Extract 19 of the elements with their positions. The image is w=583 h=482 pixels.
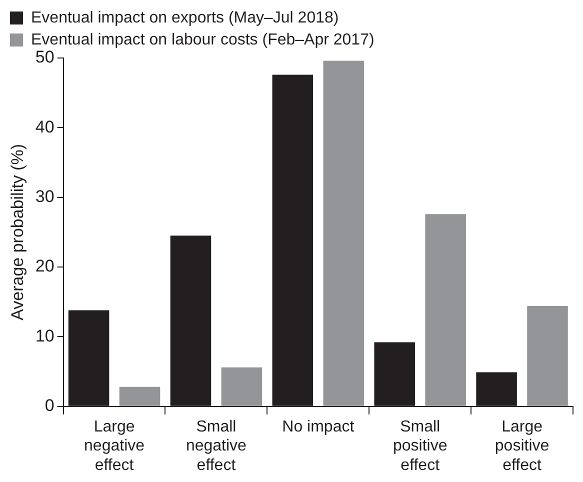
x-tick-label: Small negative effect (186, 418, 247, 474)
y-tick-label: 20 (35, 256, 54, 276)
bar (119, 386, 160, 406)
bar (425, 214, 466, 406)
x-tick-label: Large positive effect (494, 418, 550, 474)
x-tick-label: Large negative effect (84, 418, 145, 474)
y-tick-label: 0 (44, 396, 54, 416)
y-tick-label: 30 (35, 187, 54, 206)
bar (323, 60, 364, 406)
legend-label: Eventual impact on labour costs (Feb–Apr 2017) (31, 31, 374, 48)
bar (221, 367, 262, 406)
x-tick-label: Small positive effect (392, 418, 448, 474)
y-tick-label: 40 (35, 117, 54, 136)
legend-label: Eventual impact on exports (May–Jul 2018) (31, 9, 339, 26)
y-tick-label: 10 (35, 326, 54, 346)
y-tick-label: 50 (35, 48, 54, 67)
y-axis-title: Average probability (%) (8, 144, 27, 320)
x-tick-label: No impact (282, 418, 355, 436)
bar (527, 306, 568, 406)
